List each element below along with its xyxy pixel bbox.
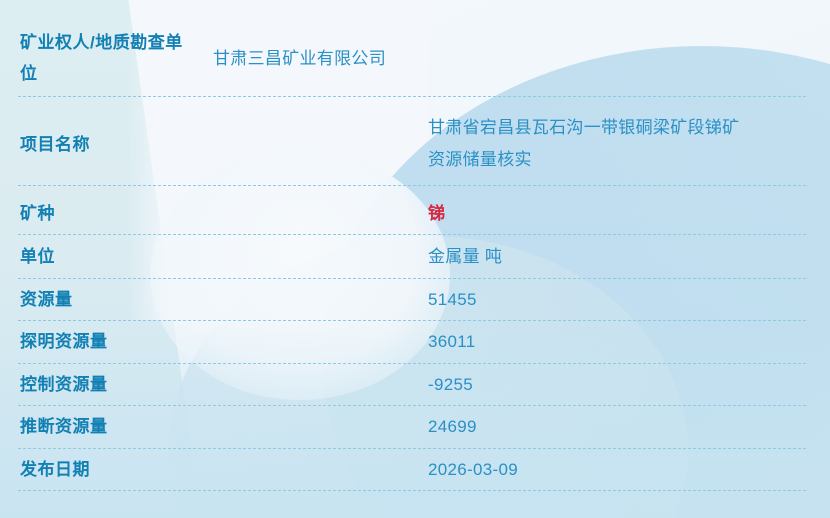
table-row: 推断资源量 24699 [0,405,830,448]
row-label-mineral-type: 矿种 [20,203,55,223]
table-row: 矿种 锑 [0,192,830,234]
row-label-indicated-resource: 控制资源量 [20,374,108,394]
row-value-mining-rights-holder: 甘肃三昌矿业有限公司 [213,48,386,68]
table-row: 资源量 51455 [0,278,830,320]
table-row: 探明资源量 36011 [0,320,830,363]
row-value-publish-date: 2026-03-09 [428,459,518,479]
row-separator [18,278,806,279]
row-value-mineral-type: 锑 [428,203,446,223]
table-row: 矿业权人/地质勘查单位 甘肃三昌矿业有限公司 [0,20,830,96]
row-separator [18,234,806,235]
row-label-mining-rights-holder: 矿业权人/地质勘查单位 [20,33,183,83]
row-label-project-name: 项目名称 [20,134,90,154]
row-separator [18,96,806,97]
row-label-unit: 单位 [20,247,55,266]
row-separator [18,363,806,364]
row-value-total-resource: 51455 [428,289,477,309]
row-separator [18,448,806,449]
row-value-project-name: 甘肃省宕昌县瓦石沟一带银硐梁矿段锑矿资源储量核实 [428,118,740,169]
row-label-inferred-resource: 推断资源量 [20,417,108,436]
row-label-measured-resource: 探明资源量 [20,332,108,351]
row-separator [18,320,806,321]
row-value-measured-resource: 36011 [428,332,476,351]
table-row: 发布日期 2026-03-09 [0,448,830,490]
row-separator [18,405,806,406]
table-row: 控制资源量 -9255 [0,363,830,405]
row-separator [18,185,806,186]
row-value-indicated-resource: -9255 [428,374,473,394]
row-value-unit: 金属量 吨 [428,247,503,266]
table-row: 单位 金属量 吨 [0,235,830,278]
row-value-inferred-resource: 24699 [428,417,477,436]
row-separator [18,490,806,491]
row-label-publish-date: 发布日期 [20,459,90,479]
row-label-total-resource: 资源量 [20,289,73,309]
table-row: 项目名称 甘肃省宕昌县瓦石沟一带银硐梁矿段锑矿资源储量核实 [0,103,830,185]
